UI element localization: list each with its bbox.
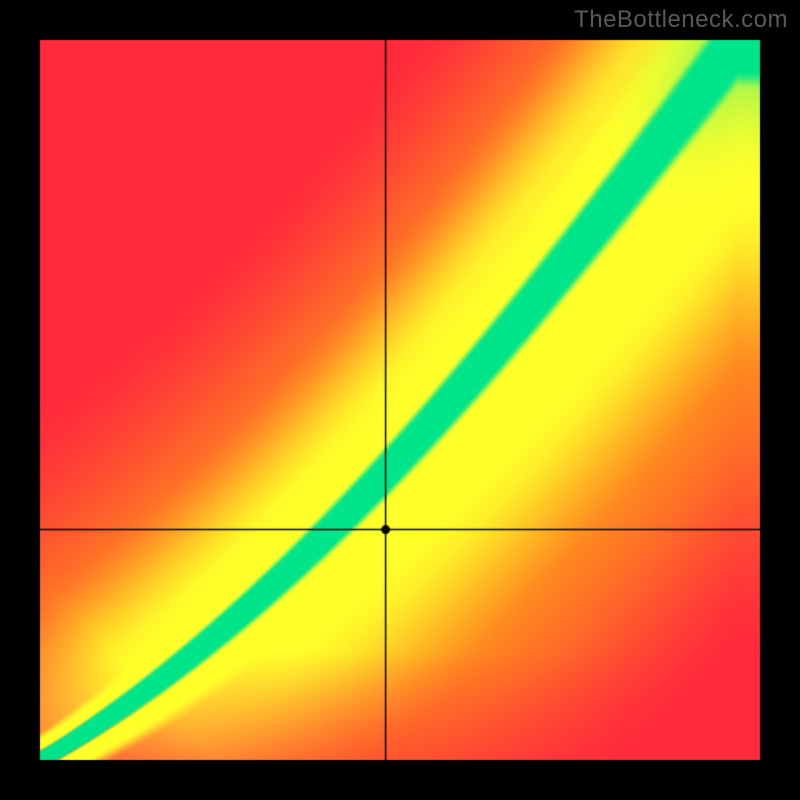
bottleneck-heatmap	[0, 0, 800, 800]
chart-container: TheBottleneck.com	[0, 0, 800, 800]
watermark-text: TheBottleneck.com	[574, 6, 788, 34]
